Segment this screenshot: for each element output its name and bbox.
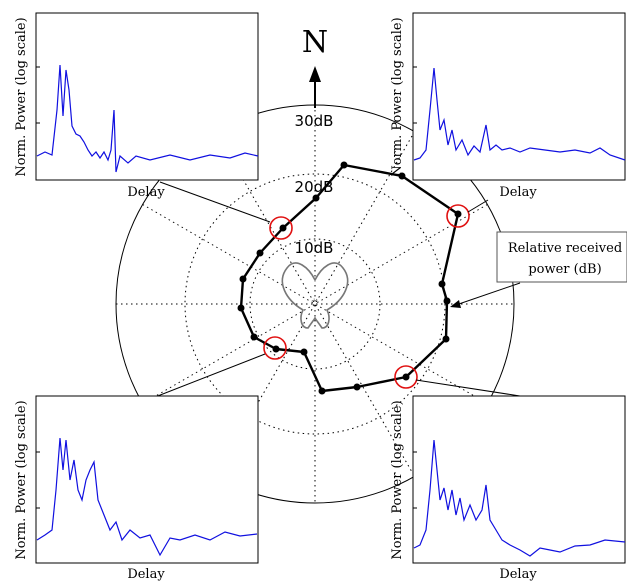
power-point: [272, 345, 280, 353]
annotation-box: [496, 231, 627, 283]
radial-spoke: [142, 204, 488, 404]
annotation-arrow-head: [450, 300, 461, 308]
radial-spokes: [116, 105, 514, 503]
received-power-points: [237, 161, 462, 395]
highlight-circle-ne: [446, 204, 470, 228]
power-point: [443, 297, 451, 305]
inset-ylabel: Norm. Power (log scale): [14, 400, 29, 559]
annotation-line-2: power (dB): [528, 262, 601, 277]
power-point: [250, 333, 258, 341]
inset-bottom-right: Delay Norm. Power (log scale): [390, 395, 626, 582]
highlight-circle-sw: [263, 336, 287, 360]
power-point: [353, 383, 361, 391]
received-power-curve: [239, 163, 460, 393]
inset-frame: [35, 12, 259, 181]
power-point: [398, 172, 406, 180]
ring-label-10db: 10dB: [295, 239, 334, 257]
inset-trace: [36, 437, 258, 557]
highlight-circle-nw: [269, 216, 293, 240]
north-arrow-head: [309, 66, 321, 82]
leader-line-se: [415, 379, 521, 397]
highlight-circle-se: [394, 365, 418, 389]
power-point: [300, 348, 308, 356]
north-label: N: [302, 25, 328, 60]
inset-frame: [35, 395, 259, 564]
ring-label-20db: 20dB: [295, 178, 334, 196]
leader-line-nw: [159, 181, 271, 223]
inset-top-right: Delay Norm. Power (log scale): [390, 12, 626, 200]
power-point: [454, 210, 462, 218]
inset-xlabel: Delay: [127, 567, 165, 582]
leader-line-sw: [149, 353, 266, 400]
power-point: [256, 249, 264, 257]
pattern-center: [311, 298, 319, 306]
power-point: [237, 304, 245, 312]
ring-10db: [249, 238, 381, 370]
inset-ylabel: Norm. Power (log scale): [390, 400, 405, 559]
power-point: [312, 194, 320, 202]
antenna-pattern: [281, 262, 349, 329]
power-point: [438, 280, 446, 288]
radial-spoke: [215, 131, 415, 477]
inset-trace: [413, 67, 626, 161]
inset-xlabel: Delay: [499, 567, 537, 582]
inset-frame: [412, 395, 626, 564]
power-annotation: Relative received power (dB): [450, 231, 627, 308]
inset-ylabel: Norm. Power (log scale): [390, 17, 405, 176]
inset-xlabel: Delay: [127, 185, 165, 200]
leader-line-ne: [467, 199, 489, 213]
north-indicator: N: [302, 25, 328, 108]
power-point: [239, 275, 247, 283]
inset-xlabel: Delay: [499, 185, 537, 200]
radial-spoke: [142, 204, 488, 404]
inset-bottom-left: Delay Norm. Power (log scale): [14, 395, 259, 582]
inset-trace: [413, 439, 626, 557]
power-point: [402, 373, 410, 381]
highlight-markers: [263, 204, 470, 389]
leader-lines: [149, 181, 521, 400]
radial-spoke: [215, 131, 415, 477]
annotation-line-1: Relative received: [508, 241, 622, 256]
power-point: [279, 224, 287, 232]
annotation-arrow-line: [452, 282, 521, 307]
ring-20db: [184, 173, 446, 435]
power-point: [318, 387, 326, 395]
ring-label-30db: 30dB: [295, 112, 334, 130]
power-point: [442, 335, 450, 343]
inset-frame: [412, 12, 626, 181]
inset-trace: [36, 64, 259, 173]
power-point: [340, 161, 348, 169]
inset-top-left: Delay Norm. Power (log scale): [14, 12, 259, 200]
inset-ylabel: Norm. Power (log scale): [14, 17, 29, 176]
